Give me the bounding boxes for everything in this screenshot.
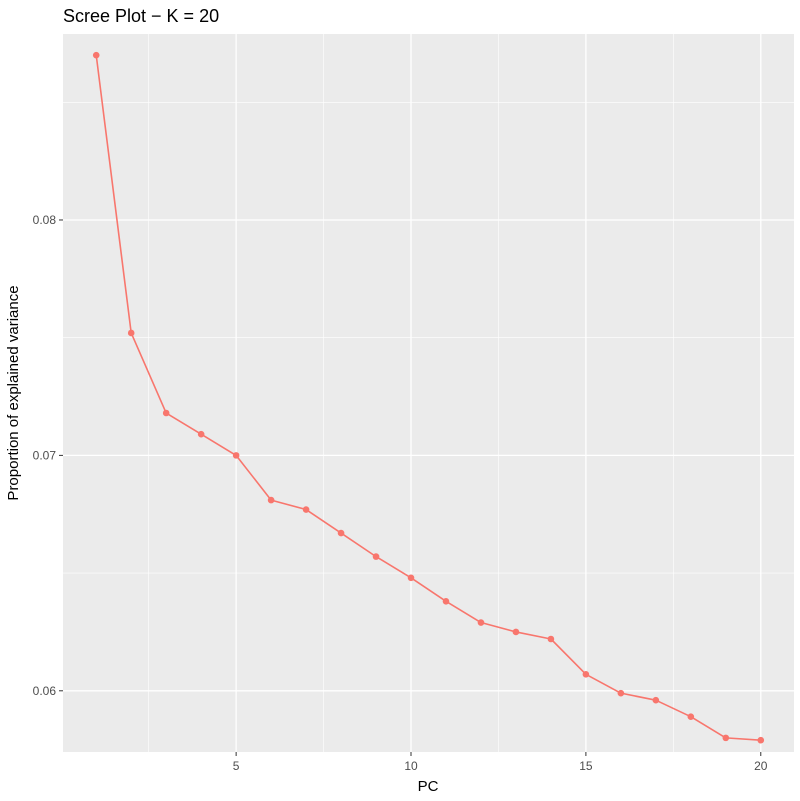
x-axis: 5 10 15 20 [233,752,768,773]
data-point [547,635,555,643]
minor-grid [63,34,794,752]
data-point [372,553,380,560]
data-point [617,689,625,697]
x-tick-label: 15 [579,759,593,773]
x-tick-label: 10 [404,759,418,773]
data-point [267,496,275,504]
data-point [337,529,345,537]
data-point [127,329,135,337]
series-line [95,55,761,742]
x-tick-label: 20 [754,759,768,773]
chart-title: Scree Plot − K = 20 [63,6,219,26]
data-point [687,713,695,720]
data-point [512,628,520,636]
data-point [477,619,485,626]
x-axis-title: PC [418,778,439,795]
y-axis: 0.06 0.07 0.08 [33,213,63,698]
data-point [652,696,660,704]
series-group [92,51,765,744]
y-axis-title: Proportion of explained variance [5,285,22,500]
y-tick-label: 0.08 [33,213,57,227]
y-tick-label: 0.07 [33,448,57,462]
data-point [407,574,415,582]
data-point [302,506,310,513]
data-point [722,734,730,742]
data-point [92,51,100,59]
data-point [582,671,590,678]
x-tick-label: 5 [233,759,240,773]
data-point [232,452,240,459]
data-point [442,598,450,605]
data-point [197,430,205,438]
data-point [162,409,170,417]
y-tick-label: 0.06 [33,684,57,698]
plot-panel [63,34,794,752]
data-point [757,736,765,744]
major-grid [63,34,794,752]
